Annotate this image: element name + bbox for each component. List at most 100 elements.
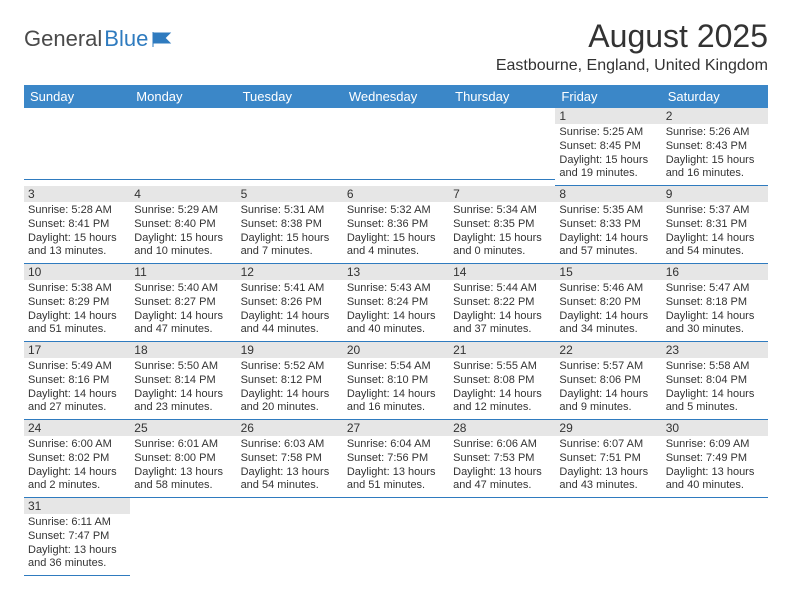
calendar-cell xyxy=(343,108,449,186)
calendar-body: 1Sunrise: 5:25 AMSunset: 8:45 PMDaylight… xyxy=(24,108,768,576)
calendar-cell: 12 Sunrise: 5:41 AMSunset: 8:26 PMDayligh… xyxy=(237,264,343,342)
day-details: Sunrise: 5:43 AMSunset: 8:24 PMDaylight:… xyxy=(347,282,445,337)
calendar-cell: 22 Sunrise: 5:57 AMSunset: 8:06 PMDayligh… xyxy=(555,342,661,420)
day-number: 20 xyxy=(343,342,449,358)
calendar-cell: 7 Sunrise: 5:34 AMSunset: 8:35 PMDaylight… xyxy=(449,186,555,264)
day-number: 2 xyxy=(662,108,768,124)
calendar-cell: 27 Sunrise: 6:04 AMSunset: 7:56 PMDayligh… xyxy=(343,420,449,498)
weekday-header: Sunday xyxy=(24,85,130,108)
day-number: 27 xyxy=(343,420,449,436)
day-number: 28 xyxy=(449,420,555,436)
day-number: 26 xyxy=(237,420,343,436)
calendar-cell xyxy=(343,498,449,576)
day-number: 3 xyxy=(24,186,130,202)
day-details: Sunrise: 5:55 AMSunset: 8:08 PMDaylight:… xyxy=(453,360,551,415)
day-number: 19 xyxy=(237,342,343,358)
day-details: Sunrise: 5:32 AMSunset: 8:36 PMDaylight:… xyxy=(347,204,445,259)
day-details: Sunrise: 5:38 AMSunset: 8:29 PMDaylight:… xyxy=(28,282,126,337)
day-number: 16 xyxy=(662,264,768,280)
day-number: 17 xyxy=(24,342,130,358)
calendar-cell: 9 Sunrise: 5:37 AMSunset: 8:31 PMDaylight… xyxy=(662,186,768,264)
calendar-cell: 10 Sunrise: 5:38 AMSunset: 8:29 PMDayligh… xyxy=(24,264,130,342)
day-number: 29 xyxy=(555,420,661,436)
calendar-cell: 28 Sunrise: 6:06 AMSunset: 7:53 PMDayligh… xyxy=(449,420,555,498)
day-details: Sunrise: 5:44 AMSunset: 8:22 PMDaylight:… xyxy=(453,282,551,337)
calendar-cell: 5 Sunrise: 5:31 AMSunset: 8:38 PMDaylight… xyxy=(237,186,343,264)
weekday-header: Friday xyxy=(555,85,661,108)
day-details: Sunrise: 6:00 AMSunset: 8:02 PMDaylight:… xyxy=(28,438,126,493)
location: Eastbourne, England, United Kingdom xyxy=(496,57,768,75)
calendar-cell xyxy=(24,108,130,186)
day-details: Sunrise: 6:04 AMSunset: 7:56 PMDaylight:… xyxy=(347,438,445,493)
day-details: Sunrise: 5:28 AMSunset: 8:41 PMDaylight:… xyxy=(28,204,126,259)
day-number: 7 xyxy=(449,186,555,202)
day-number: 10 xyxy=(24,264,130,280)
day-details: Sunrise: 5:41 AMSunset: 8:26 PMDaylight:… xyxy=(241,282,339,337)
calendar-cell: 23Sunrise: 5:58 AMSunset: 8:04 PMDayligh… xyxy=(662,342,768,420)
day-details: Sunrise: 5:37 AMSunset: 8:31 PMDaylight:… xyxy=(666,204,764,259)
day-details: Sunrise: 6:07 AMSunset: 7:51 PMDaylight:… xyxy=(559,438,657,493)
day-details: Sunrise: 5:49 AMSunset: 8:16 PMDaylight:… xyxy=(28,360,126,415)
calendar-cell: 14 Sunrise: 5:44 AMSunset: 8:22 PMDayligh… xyxy=(449,264,555,342)
calendar-cell: 20 Sunrise: 5:54 AMSunset: 8:10 PMDayligh… xyxy=(343,342,449,420)
calendar-cell xyxy=(237,108,343,186)
calendar-cell: 21 Sunrise: 5:55 AMSunset: 8:08 PMDayligh… xyxy=(449,342,555,420)
day-details: Sunrise: 5:52 AMSunset: 8:12 PMDaylight:… xyxy=(241,360,339,415)
calendar-table: SundayMondayTuesdayWednesdayThursdayFrid… xyxy=(24,85,768,576)
calendar-cell: 11Sunrise: 5:40 AMSunset: 8:27 PMDayligh… xyxy=(130,264,236,342)
calendar-cell: 15Sunrise: 5:46 AMSunset: 8:20 PMDayligh… xyxy=(555,264,661,342)
day-number: 21 xyxy=(449,342,555,358)
day-number: 15 xyxy=(555,264,661,280)
day-number: 14 xyxy=(449,264,555,280)
calendar-cell xyxy=(449,108,555,186)
day-details: Sunrise: 5:25 AMSunset: 8:45 PMDaylight:… xyxy=(559,126,657,181)
day-details: Sunrise: 5:29 AMSunset: 8:40 PMDaylight:… xyxy=(134,204,232,259)
weekday-header: Thursday xyxy=(449,85,555,108)
day-details: Sunrise: 6:06 AMSunset: 7:53 PMDaylight:… xyxy=(453,438,551,493)
calendar-cell: 24 Sunrise: 6:00 AMSunset: 8:02 PMDayligh… xyxy=(24,420,130,498)
weekday-header: Monday xyxy=(130,85,236,108)
calendar-cell: 13Sunrise: 5:43 AMSunset: 8:24 PMDayligh… xyxy=(343,264,449,342)
day-details: Sunrise: 5:31 AMSunset: 8:38 PMDaylight:… xyxy=(241,204,339,259)
logo-text-2: Blue xyxy=(104,26,148,52)
calendar-cell: 2Sunrise: 5:26 AMSunset: 8:43 PMDaylight… xyxy=(662,108,768,186)
calendar-cell xyxy=(662,498,768,576)
calendar-cell xyxy=(237,498,343,576)
day-details: Sunrise: 5:58 AMSunset: 8:04 PMDaylight:… xyxy=(666,360,764,415)
day-number: 9 xyxy=(662,186,768,202)
calendar-cell: 16 Sunrise: 5:47 AMSunset: 8:18 PMDayligh… xyxy=(662,264,768,342)
day-number: 6 xyxy=(343,186,449,202)
day-details: Sunrise: 5:47 AMSunset: 8:18 PMDaylight:… xyxy=(666,282,764,337)
day-details: Sunrise: 5:54 AMSunset: 8:10 PMDaylight:… xyxy=(347,360,445,415)
calendar-cell: 19 Sunrise: 5:52 AMSunset: 8:12 PMDayligh… xyxy=(237,342,343,420)
calendar-cell: 3 Sunrise: 5:28 AMSunset: 8:41 PMDaylight… xyxy=(24,186,130,264)
calendar-cell: 8Sunrise: 5:35 AMSunset: 8:33 PMDaylight… xyxy=(555,186,661,264)
day-details: Sunrise: 5:34 AMSunset: 8:35 PMDaylight:… xyxy=(453,204,551,259)
day-number: 12 xyxy=(237,264,343,280)
day-number: 22 xyxy=(555,342,661,358)
calendar-cell: 29 Sunrise: 6:07 AMSunset: 7:51 PMDayligh… xyxy=(555,420,661,498)
calendar-cell: 30Sunrise: 6:09 AMSunset: 7:49 PMDayligh… xyxy=(662,420,768,498)
calendar-cell: 17 Sunrise: 5:49 AMSunset: 8:16 PMDayligh… xyxy=(24,342,130,420)
calendar-cell: 31Sunrise: 6:11 AMSunset: 7:47 PMDayligh… xyxy=(24,498,130,576)
calendar-cell: 18Sunrise: 5:50 AMSunset: 8:14 PMDayligh… xyxy=(130,342,236,420)
day-number: 30 xyxy=(662,420,768,436)
title-block: August 2025 Eastbourne, England, United … xyxy=(496,18,768,75)
calendar-header-row: SundayMondayTuesdayWednesdayThursdayFrid… xyxy=(24,85,768,108)
calendar-cell xyxy=(555,498,661,576)
calendar-cell: 25Sunrise: 6:01 AMSunset: 8:00 PMDayligh… xyxy=(130,420,236,498)
calendar-cell: 4Sunrise: 5:29 AMSunset: 8:40 PMDaylight… xyxy=(130,186,236,264)
calendar-cell: 1Sunrise: 5:25 AMSunset: 8:45 PMDaylight… xyxy=(555,108,661,186)
calendar-cell: 6 Sunrise: 5:32 AMSunset: 8:36 PMDaylight… xyxy=(343,186,449,264)
day-details: Sunrise: 5:57 AMSunset: 8:06 PMDaylight:… xyxy=(559,360,657,415)
day-number: 8 xyxy=(555,186,661,202)
day-number: 25 xyxy=(130,420,236,436)
day-number: 24 xyxy=(24,420,130,436)
day-details: Sunrise: 5:40 AMSunset: 8:27 PMDaylight:… xyxy=(134,282,232,337)
day-details: Sunrise: 6:11 AMSunset: 7:47 PMDaylight:… xyxy=(28,516,126,571)
logo-flag-icon xyxy=(152,30,174,48)
logo-text-1: General xyxy=(24,26,102,52)
weekday-header: Tuesday xyxy=(237,85,343,108)
day-number: 5 xyxy=(237,186,343,202)
logo: GeneralBlue xyxy=(24,18,174,52)
